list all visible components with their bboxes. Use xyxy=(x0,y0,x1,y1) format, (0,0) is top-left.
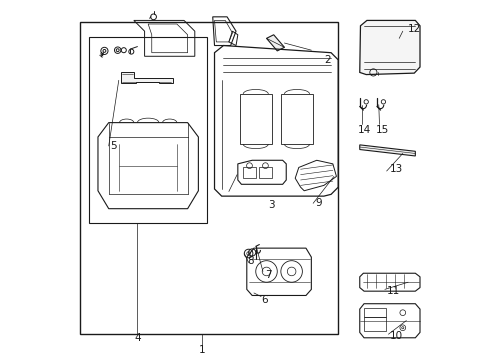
Text: 11: 11 xyxy=(387,286,400,296)
Bar xyxy=(281,94,313,144)
Bar xyxy=(80,22,338,334)
Text: 14: 14 xyxy=(358,125,371,135)
Polygon shape xyxy=(122,72,173,83)
Bar xyxy=(259,167,272,178)
Text: 8: 8 xyxy=(247,256,253,266)
Text: 9: 9 xyxy=(315,198,321,208)
Text: 15: 15 xyxy=(376,125,389,135)
Text: 4: 4 xyxy=(134,333,141,343)
Text: 5: 5 xyxy=(111,141,117,151)
Text: 3: 3 xyxy=(269,200,275,210)
Bar xyxy=(240,94,272,144)
Text: 7: 7 xyxy=(265,270,271,280)
Polygon shape xyxy=(360,145,416,156)
Polygon shape xyxy=(360,21,420,75)
Bar xyxy=(89,37,207,223)
Text: 6: 6 xyxy=(261,295,268,305)
Text: 13: 13 xyxy=(390,164,403,174)
Bar xyxy=(365,308,386,317)
Text: 2: 2 xyxy=(324,55,331,65)
Text: 1: 1 xyxy=(198,345,205,355)
Text: 10: 10 xyxy=(390,331,403,341)
Polygon shape xyxy=(267,35,285,51)
Bar xyxy=(243,167,256,178)
Bar xyxy=(365,317,386,331)
Text: 12: 12 xyxy=(408,24,421,35)
